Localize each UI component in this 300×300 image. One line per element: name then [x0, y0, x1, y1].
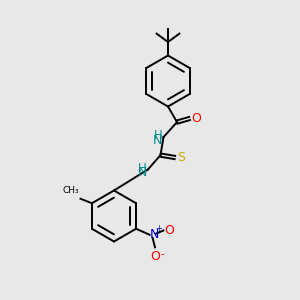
Text: O: O: [165, 224, 175, 237]
Text: -: -: [160, 249, 164, 259]
Text: +: +: [155, 224, 162, 233]
Text: CH₃: CH₃: [62, 186, 79, 195]
Text: S: S: [177, 151, 185, 164]
Text: O: O: [150, 250, 160, 263]
Text: N: N: [153, 134, 162, 147]
Text: H: H: [154, 129, 162, 142]
Text: N: N: [150, 228, 160, 241]
Text: O: O: [191, 112, 201, 125]
Text: H: H: [138, 162, 147, 175]
Text: N: N: [137, 166, 147, 179]
